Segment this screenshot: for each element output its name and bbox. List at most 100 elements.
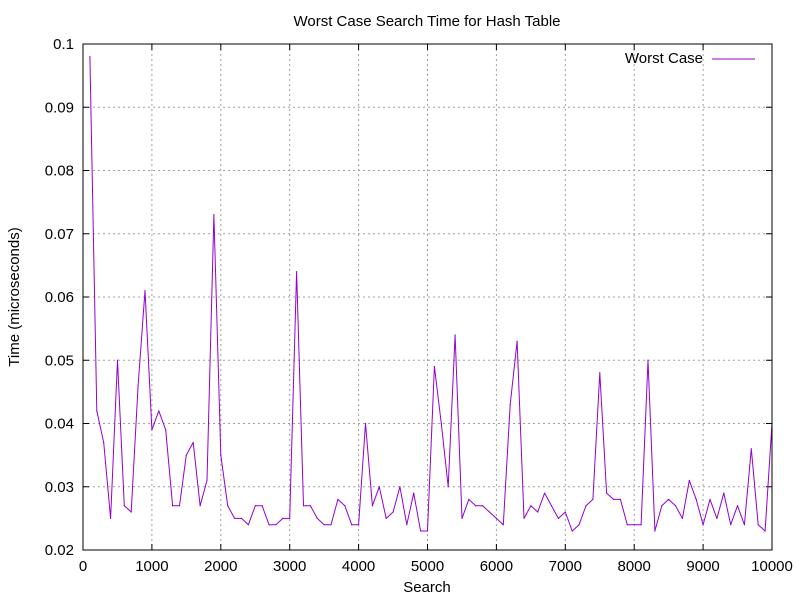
data-point: [702, 524, 704, 526]
data-point: [364, 422, 367, 425]
data-point: [220, 454, 222, 456]
data-point: [674, 505, 677, 507]
data-point: [640, 524, 642, 526]
data-point: [358, 524, 360, 526]
data-point: [564, 511, 566, 513]
data-point: [323, 524, 325, 526]
data-point: [550, 505, 553, 507]
plot-frame: [82, 43, 773, 551]
data-point: [413, 492, 415, 494]
data-point: [661, 505, 663, 507]
y-tick-label: 0.07: [45, 226, 74, 243]
data-point: [688, 479, 690, 482]
data-point: [537, 511, 539, 513]
y-tick-label: 0.05: [45, 352, 74, 369]
data-point: [103, 441, 105, 444]
x-tick-label: 9000: [686, 558, 719, 575]
data-point: [523, 517, 525, 519]
data-point: [282, 517, 284, 519]
y-axis-label: Time (microseconds): [6, 227, 23, 366]
x-tick-label: 10000: [751, 558, 793, 575]
x-tick-label: 2000: [204, 558, 237, 575]
data-point: [495, 517, 497, 519]
data-point: [516, 340, 518, 342]
x-tick-label: 7000: [549, 558, 582, 575]
data-point: [344, 505, 346, 507]
x-axis-label: Search: [403, 579, 451, 596]
data-point: [144, 290, 146, 292]
data-point: [268, 524, 270, 526]
data-point: [757, 524, 759, 526]
data-point: [612, 498, 615, 500]
data-point: [475, 505, 477, 507]
data-point: [116, 359, 119, 361]
y-tick-label: 0.03: [45, 479, 74, 496]
data-point: [544, 492, 546, 494]
legend: Worst Case: [625, 50, 755, 67]
data-point: [571, 530, 573, 532]
data-point: [392, 511, 394, 513]
data-point: [137, 384, 139, 387]
data-point: [385, 517, 387, 519]
y-tick-label: 0.09: [45, 99, 74, 116]
data-point: [351, 524, 353, 526]
data-point: [509, 403, 511, 406]
data-point: [633, 524, 635, 526]
data-point: [592, 498, 594, 500]
data-point: [723, 492, 725, 494]
data-point: [461, 517, 463, 519]
data-point: [530, 505, 532, 507]
x-tick-label: 6000: [480, 558, 513, 575]
x-tick-label: 4000: [342, 558, 375, 575]
data-point: [89, 56, 91, 58]
data-point: [482, 505, 484, 507]
data-point: [206, 479, 208, 482]
data-point: [454, 334, 456, 336]
data-point: [730, 524, 732, 526]
data-point: [654, 530, 656, 532]
data-point: [109, 517, 112, 519]
data-point: [199, 505, 201, 507]
data-point: [337, 498, 339, 500]
data-point: [420, 530, 422, 532]
data-point: [130, 511, 132, 513]
y-tick-label: 0.1: [53, 36, 74, 53]
data-point: [764, 530, 766, 532]
data-point: [578, 524, 580, 526]
x-tick-label: 5000: [411, 558, 444, 575]
data-point: [647, 359, 649, 361]
data-point: [151, 429, 153, 431]
data-point: [192, 441, 194, 444]
data-point: [213, 214, 215, 216]
data-point: [178, 505, 181, 507]
y-tick-label: 0.02: [45, 542, 74, 559]
data-point: [743, 524, 746, 526]
data-point: [736, 505, 739, 507]
chart-title: Worst Case Search Time for Hash Table: [293, 13, 560, 30]
data-point: [185, 454, 187, 456]
data-point: [233, 517, 236, 519]
data-point: [295, 271, 298, 273]
series-line-worst-case: [89, 56, 773, 532]
data-point: [668, 498, 670, 500]
data-point: [254, 505, 256, 507]
series-group: [89, 56, 773, 532]
data-point: [557, 517, 560, 519]
data-point: [261, 505, 263, 507]
data-point: [378, 486, 380, 488]
data-point: [330, 524, 332, 526]
data-point: [165, 429, 167, 431]
data-point: [433, 365, 435, 368]
data-point: [716, 517, 718, 519]
data-point: [302, 505, 305, 507]
data-point: [316, 517, 318, 519]
y-axis-ticks: 0.02 0.03 0.04 0.05 0.06 0.07 0.08 0.09 0.1: [45, 36, 772, 559]
data-point: [309, 505, 311, 507]
data-point: [440, 422, 442, 425]
data-point: [247, 524, 249, 526]
data-point: [619, 498, 622, 500]
data-point: [447, 486, 449, 488]
data-point: [227, 505, 229, 507]
